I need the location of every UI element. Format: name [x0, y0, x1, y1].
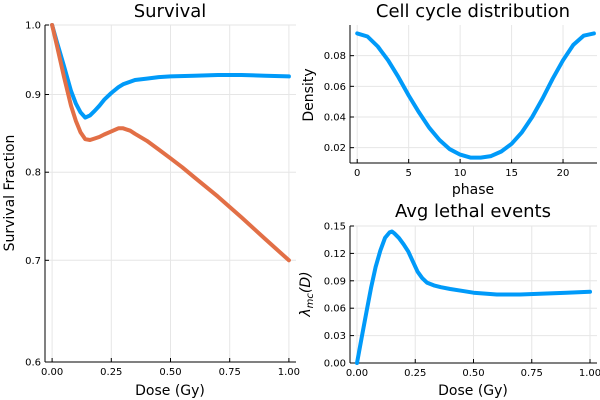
lethal-y-label-tail: (D)	[298, 271, 314, 293]
lethal-panel: 0.00 0.25 0.50 0.75 1.00 0.00 0.03 0.06 0.09 0.1…	[298, 201, 600, 399]
cellcycle-title: Cell cycle distribution	[376, 1, 570, 22]
lethal-y-label-sub: mc	[305, 293, 316, 309]
lethal-y-tick-label: 0.06	[324, 304, 346, 315]
cellcycle-y-tick-label: 0.02	[324, 143, 346, 154]
lethal-x-label: Dose (Gy)	[438, 383, 508, 399]
survival-y-tick-label: 0.6	[25, 358, 41, 369]
lethal-y-tick-label: 0.15	[324, 222, 346, 233]
lethal-y-tick-label: 0.03	[324, 331, 346, 342]
survival-x-tick-label: 0.50	[159, 367, 181, 378]
lethal-y-tick-label: 0.12	[324, 249, 346, 260]
survival-x-tick-label: 0.25	[100, 367, 122, 378]
survival-x-label: Dose (Gy)	[135, 383, 205, 399]
cellcycle-x-tick-label: 0	[354, 168, 360, 179]
survival-y-tick-label: 1.0	[25, 21, 41, 32]
cellcycle-y-label: Density	[301, 68, 317, 121]
lethal-y-ticks: 0.00 0.03 0.06 0.09 0.12 0.15	[324, 222, 354, 370]
cellcycle-y-tick-label: 0.06	[324, 82, 346, 93]
lethal-x-tick-label: 0.00	[346, 368, 368, 379]
survival-x-ticks: 0.00 0.25 0.50 0.75 1.00	[41, 358, 300, 378]
survival-y-tick-label: 0.8	[25, 168, 41, 179]
lethal-title: Avg lethal events	[395, 201, 551, 222]
lethal-series-line-1	[355, 229, 592, 365]
lethal-series	[355, 229, 592, 365]
cellcycle-panel: 0 5 10 15 20 0.02 0.04 0.06 0.08 Cell cycle dis…	[301, 1, 597, 198]
cellcycle-series	[355, 31, 596, 160]
lethal-x-tick-label: 1.00	[579, 368, 600, 379]
cellcycle-series-line-1	[355, 31, 596, 160]
survival-series-line-1	[50, 23, 291, 120]
cellcycle-x-tick-label: 20	[557, 168, 570, 179]
survival-y-ticks: 0.6 0.7 0.8 0.9 1.0	[25, 21, 49, 369]
cellcycle-axes-frame	[349, 25, 597, 164]
cellcycle-grid	[350, 25, 597, 163]
survival-x-tick-label: 1.00	[278, 367, 300, 378]
cellcycle-x-tick-label: 10	[454, 168, 467, 179]
cellcycle-y-tick-label: 0.08	[324, 51, 346, 62]
cellcycle-y-tick-label: 0.04	[324, 113, 346, 124]
cellcycle-x-ticks: 0 5 10 15 20	[354, 159, 569, 179]
survival-series-line-2	[50, 23, 291, 263]
lethal-x-ticks: 0.00 0.25 0.50 0.75 1.00	[346, 359, 600, 379]
lethal-y-tick-label: 0.00	[324, 359, 346, 370]
survival-y-tick-label: 0.9	[25, 90, 41, 101]
lethal-y-tick-label: 0.09	[324, 276, 346, 287]
survival-y-tick-label: 0.7	[25, 256, 41, 267]
survival-panel: 0.00 0.25 0.50 0.75 1.00 0.6 0.7 0.8 0.9 1.0 Sur…	[2, 1, 300, 399]
survival-y-label: Survival Fraction	[2, 135, 18, 252]
lethal-y-label: λmc(D)	[298, 271, 316, 317]
survival-x-tick-label: 0.75	[219, 367, 241, 378]
lethal-grid	[350, 225, 597, 364]
cellcycle-x-label: phase	[452, 182, 494, 198]
cellcycle-x-tick-label: 15	[505, 168, 518, 179]
survival-series	[50, 23, 291, 263]
lethal-x-tick-label: 0.25	[404, 368, 426, 379]
survival-x-tick-label: 0.00	[41, 367, 63, 378]
survival-title: Survival	[134, 1, 207, 22]
cellcycle-x-tick-label: 5	[405, 168, 411, 179]
lethal-x-tick-label: 0.75	[521, 368, 543, 379]
lethal-x-tick-label: 0.50	[462, 368, 484, 379]
cellcycle-y-ticks: 0.02 0.04 0.06 0.08	[324, 51, 354, 154]
lethal-y-label-base: λ	[298, 308, 314, 317]
